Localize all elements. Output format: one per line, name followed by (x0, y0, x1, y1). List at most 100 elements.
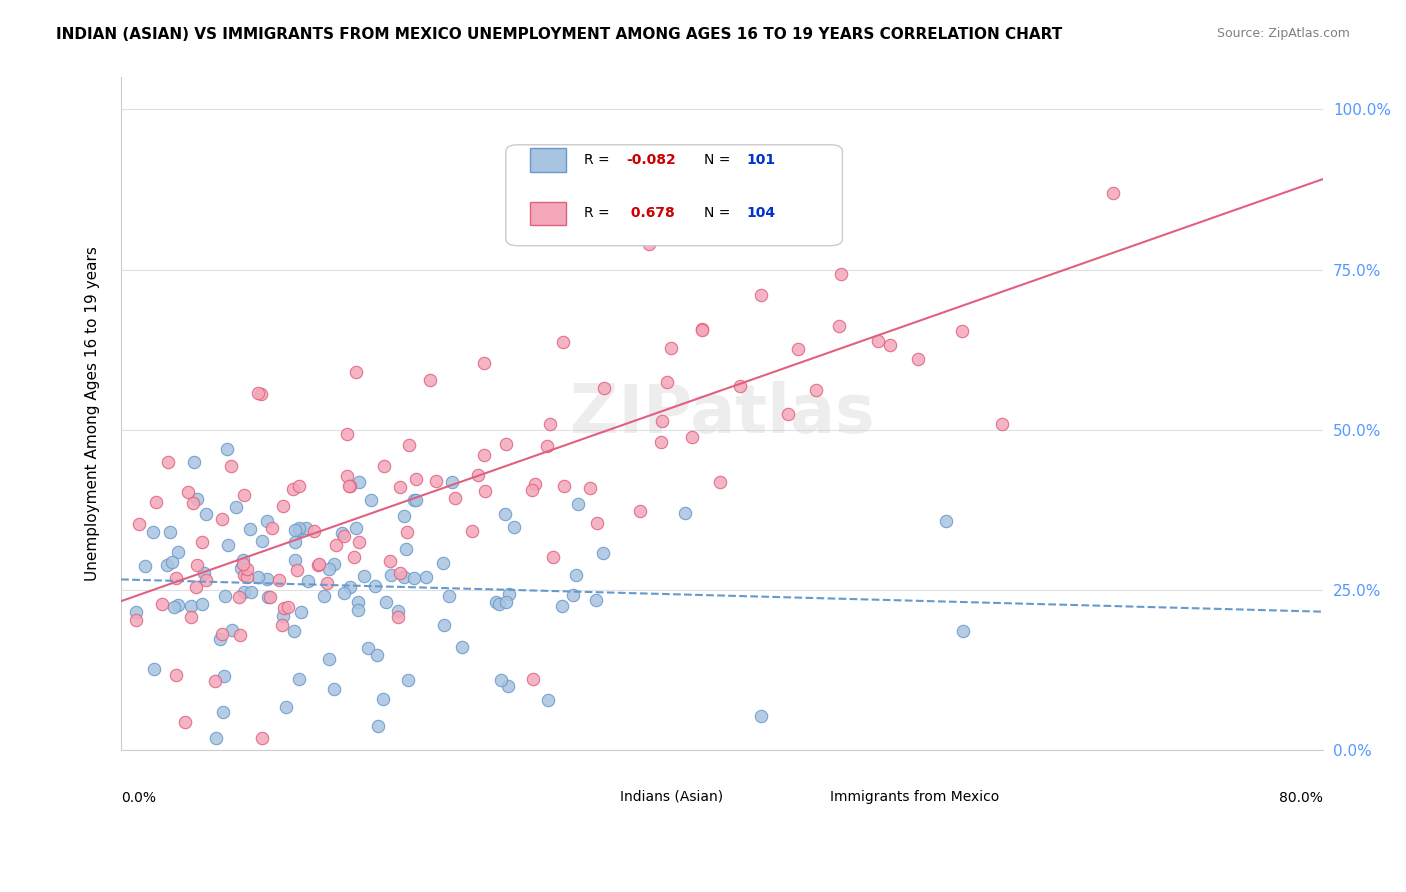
Point (392, 570, 415, 584)
Point (173, 714, 195, 729)
Text: Source: ZipAtlas.com: Source: ZipAtlas.com (1216, 27, 1350, 40)
Point (142, 525, 165, 540)
Point (394, 509, 416, 524)
Point (332, 586, 354, 600)
Point (233, 584, 256, 599)
Text: -0.082: -0.082 (626, 153, 676, 167)
Point (432, 556, 454, 570)
Point (204, 673, 226, 688)
Point (551, 334, 574, 349)
Text: 101: 101 (747, 153, 775, 167)
Point (498, 587, 520, 601)
Point (395, 541, 418, 556)
Point (284, 524, 307, 538)
Point (233, 568, 256, 582)
Point (232, 558, 254, 572)
Point (485, 595, 508, 609)
Point (495, 437, 517, 451)
Point (225, 500, 247, 514)
Point (271, 618, 294, 632)
Text: N =: N = (704, 206, 735, 220)
Point (488, 597, 510, 611)
Y-axis label: Unemployment Among Ages 16 to 19 years: Unemployment Among Ages 16 to 19 years (86, 246, 100, 582)
Point (344, 366, 367, 380)
FancyBboxPatch shape (530, 148, 567, 171)
Point (181, 496, 204, 510)
Point (167, 544, 190, 558)
Point (214, 589, 236, 603)
Point (522, 483, 544, 497)
Point (378, 554, 401, 568)
Text: 104: 104 (747, 206, 775, 220)
Point (271, 499, 294, 513)
Point (250, 731, 273, 745)
Text: 0.0%: 0.0% (121, 791, 156, 805)
Point (935, 514, 957, 528)
Point (337, 479, 360, 493)
FancyBboxPatch shape (578, 786, 612, 807)
Point (405, 492, 427, 507)
Point (787, 343, 810, 357)
Point (460, 524, 482, 538)
Point (585, 593, 607, 607)
Point (176, 485, 198, 500)
Point (690, 323, 713, 337)
Point (709, 475, 731, 489)
Point (228, 590, 250, 604)
Point (419, 373, 441, 387)
Point (495, 595, 517, 609)
Point (156, 558, 179, 573)
Point (246, 570, 269, 584)
Point (828, 318, 851, 333)
Point (183, 455, 205, 469)
Point (467, 468, 489, 483)
Point (274, 700, 297, 714)
Point (250, 534, 273, 549)
Point (659, 341, 682, 355)
Point (165, 667, 187, 681)
Point (180, 599, 202, 614)
Point (318, 562, 340, 576)
Point (444, 491, 467, 505)
Point (749, 288, 772, 302)
Point (395, 525, 418, 540)
Point (281, 483, 304, 497)
Point (211, 706, 233, 720)
Point (186, 558, 208, 573)
Point (284, 534, 307, 549)
Point (387, 604, 409, 618)
Text: 0.678: 0.678 (626, 206, 675, 220)
Text: ZIPatlas: ZIPatlas (569, 381, 875, 447)
Point (524, 477, 547, 491)
Point (288, 524, 311, 538)
Point (150, 597, 173, 611)
Point (440, 475, 463, 489)
Point (536, 439, 558, 453)
Point (219, 458, 242, 473)
Point (256, 514, 278, 528)
Point (256, 572, 278, 586)
Point (180, 610, 202, 624)
Point (214, 669, 236, 683)
Point (450, 640, 472, 655)
Point (561, 588, 583, 602)
Point (579, 482, 602, 496)
Point (1102, 186, 1125, 200)
Point (209, 632, 232, 646)
Point (125, 613, 148, 627)
Point (474, 355, 496, 369)
Text: N =: N = (704, 153, 735, 167)
Point (240, 585, 263, 599)
Point (415, 569, 437, 583)
Point (364, 579, 387, 593)
Point (690, 322, 713, 336)
Point (322, 557, 344, 571)
Point (288, 672, 311, 686)
Point (277, 600, 299, 615)
Point (259, 590, 281, 604)
Point (380, 568, 402, 582)
Point (952, 624, 974, 638)
FancyBboxPatch shape (506, 145, 842, 245)
Text: Indians (Asian): Indians (Asian) (620, 789, 723, 804)
Point (522, 672, 544, 686)
